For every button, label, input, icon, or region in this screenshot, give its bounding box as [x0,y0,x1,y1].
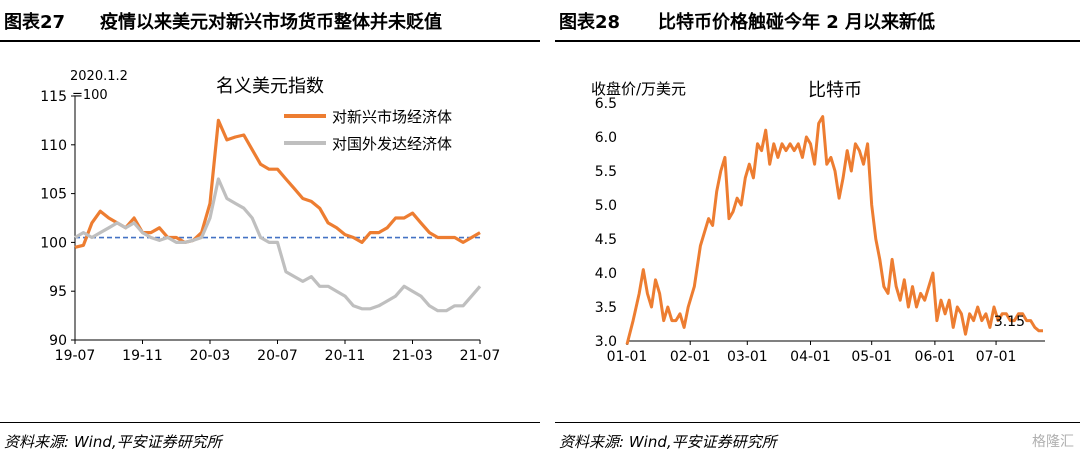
figure-27-number: 图表27 [4,12,66,33]
x-tick-label: 21-03 [392,348,433,364]
chart-title: 名义美元指数 [216,76,324,97]
legend-label-2: 对国外发达经济体 [332,135,452,153]
figure-28-source: 资料来源: Wind,平安证券研究所 [559,433,777,451]
y-axis-label: 收盘价/万美元 [591,80,686,98]
y-tick-label: 6.5 [595,96,617,112]
y-tick-label: 5.0 [595,198,617,214]
y-tick-label: 100 [40,235,67,251]
y-tick-label: 95 [49,284,67,300]
x-tick-label: 03-01 [727,349,768,365]
y-tick-label: 6.0 [595,130,617,146]
y-tick-label: 105 [40,187,67,203]
figure-28-header: 图表28 比特币价格触碰今年 2 月以来新低 [555,0,1080,42]
figure-28-number: 图表28 [559,12,621,33]
x-tick-label: 20-11 [325,348,366,364]
y-tick-label: 4.5 [595,232,617,248]
x-tick-label: 07-01 [976,349,1017,365]
x-tick-label: 19-11 [122,348,163,364]
base-note-line1: 2020.1.2 [70,69,128,84]
x-tick-label: 02-01 [670,349,711,365]
x-tick-label: 19-07 [55,348,96,364]
y-tick-label: 3.5 [595,300,617,316]
bitcoin-price-chart: 3.0 3.5 4.0 4.5 5.0 5.5 6.0 6.5 01-01 02-01 03-01 0… [591,80,1045,365]
y-tick-label: 110 [40,138,67,154]
series-line-2 [74,177,482,313]
base-note-line2: =100 [72,88,108,103]
x-tick-label: 05-01 [851,349,892,365]
y-tick-label: 4.0 [595,266,617,282]
figure-27-footer: 资料来源: Wind,平安证券研究所 [0,422,540,456]
figure-27-panel: 图表27 疫情以来美元对新兴市场货币整体并未贬值 90 95 100 105 110 11… [0,0,540,456]
legend-label-1: 对新兴市场经济体 [332,108,452,126]
figure-27-title: 疫情以来美元对新兴市场货币整体并未贬值 [100,12,442,33]
series-line-1 [625,115,1043,345]
end-value-label: 3.15 [994,314,1025,330]
figure-28-title: 比特币价格触碰今年 2 月以来新低 [658,12,936,33]
x-tick-label: 04-01 [790,349,831,365]
figure-28-panel: 图表28 比特币价格触碰今年 2 月以来新低 3.0 3.5 4.0 4.5 5.0 5.… [555,0,1080,458]
y-tick-label: 5.5 [595,164,617,180]
y-tick-label: 115 [40,89,67,105]
figure-27-source: 资料来源: Wind,平安证券研究所 [4,433,222,451]
x-tick-label: 20-07 [257,348,298,364]
y-tick-label: 90 [49,333,67,349]
chart-title: 比特币 [808,80,862,101]
y-tick-label: 3.0 [595,334,617,350]
x-tick-label: 21-07 [460,348,501,364]
x-tick-label: 01-01 [607,349,648,365]
usd-index-chart: 90 95 100 105 110 115 19-07 19-11 20-03 20-07 20-1… [40,69,501,364]
figure-27-header: 图表27 疫情以来美元对新兴市场货币整体并未贬值 [0,0,540,42]
figure-28-footer: 资料来源: Wind,平安证券研究所 格隆汇 [555,422,1080,456]
watermark-logo: 格隆汇 [1032,434,1074,450]
x-tick-label: 20-03 [190,348,231,364]
x-tick-label: 06-01 [915,349,956,365]
